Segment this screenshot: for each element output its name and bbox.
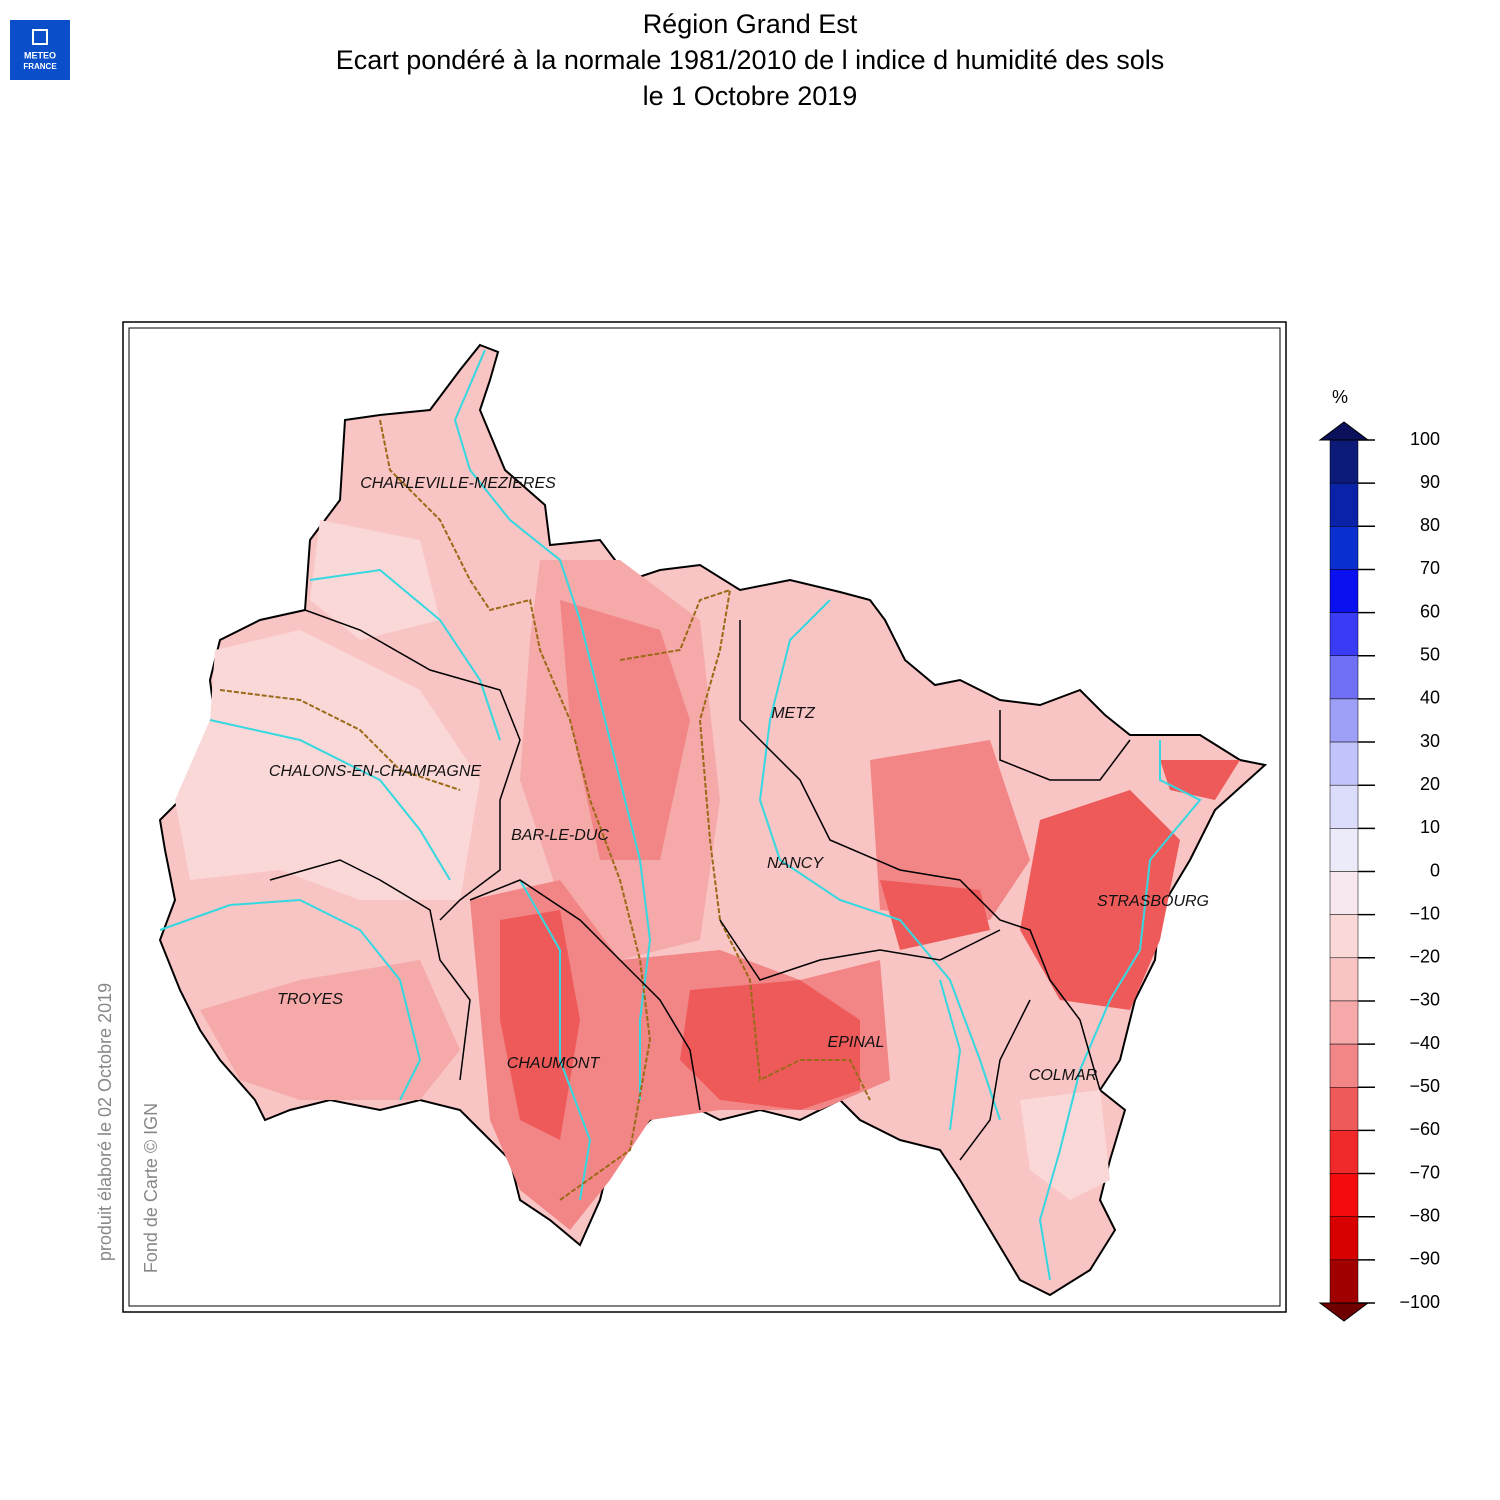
colorbar-unit: %	[1332, 387, 1348, 407]
colorbar-over	[1318, 421, 1370, 441]
colorbar-tick-label: −80	[1409, 1205, 1440, 1225]
zone	[175, 630, 480, 900]
rivers	[159, 349, 1202, 1281]
colorbar-tick-label: 90	[1420, 472, 1440, 492]
basin-limits	[219, 419, 871, 1201]
city-label: CHALONS-EN-CHAMPAGNE	[269, 763, 482, 780]
colorbar-tick-label: −90	[1409, 1249, 1440, 1269]
colorbar-tick-label: −40	[1409, 1033, 1440, 1053]
colorbar-bin	[1329, 957, 1359, 1002]
logo-text: METEO	[24, 50, 56, 60]
city-label: NANCY	[767, 855, 824, 872]
colorbar-bin	[1329, 871, 1359, 915]
map-credit: Fond de Carte © IGN	[141, 1103, 161, 1273]
colorbar-tick-label: 70	[1420, 558, 1440, 578]
colorbar-bin	[1329, 612, 1359, 656]
colorbar-tick-label: 80	[1420, 515, 1440, 535]
colorbar-bin	[1329, 828, 1359, 872]
colorbar-tick-label: 60	[1420, 601, 1440, 621]
colorbar-tick-label: 50	[1420, 645, 1440, 665]
zone	[310, 520, 440, 640]
logo-text: FRANCE	[23, 62, 57, 71]
colorbar-bin	[1329, 482, 1359, 527]
colorbar-bin	[1329, 741, 1359, 786]
colorbar: 1009080706050403020100−10−20−30−40−50−60…	[1318, 421, 1440, 1322]
colorbar-tick-label: 40	[1420, 688, 1440, 708]
colorbar-bin	[1329, 1087, 1359, 1131]
zone	[470, 880, 890, 1230]
colorbar-tick-label: 100	[1410, 429, 1440, 449]
colorbar-tick-label: −10	[1409, 903, 1440, 923]
colorbar-bin	[1329, 1173, 1359, 1217]
colorbar-bin	[1329, 698, 1359, 743]
city-labels: CHARLEVILLE-MEZIERES METZ CHALONS-EN-CHA…	[269, 475, 1209, 1084]
production-note: produit élaboré le 02 Octobre 2019	[95, 983, 115, 1261]
city-label: EPINAL	[828, 1034, 885, 1051]
zone	[560, 600, 690, 860]
colorbar-bin	[1329, 784, 1359, 829]
zone	[1020, 1090, 1110, 1200]
colorbar-bin	[1329, 526, 1359, 570]
colorbar-tick-label: −70	[1409, 1162, 1440, 1182]
logo: METEO FRANCE	[10, 20, 70, 80]
colorbar-tick-label: −50	[1409, 1076, 1440, 1096]
zone	[200, 960, 460, 1100]
city-label: BAR-LE-DUC	[511, 827, 609, 844]
colorbar-bin	[1329, 1130, 1359, 1174]
colorbar-under	[1318, 1302, 1370, 1322]
colorbar-tick-label: −30	[1409, 990, 1440, 1010]
colorbar-tick-label: 20	[1420, 774, 1440, 794]
colorbar-tick-label: −100	[1399, 1292, 1440, 1312]
colorbar-bin	[1329, 914, 1359, 959]
title: le 1 Octobre 2019	[643, 81, 858, 111]
logo-icon	[32, 29, 48, 45]
city-label: TROYES	[277, 991, 343, 1008]
colorbar-bin	[1329, 1216, 1359, 1261]
title: Ecart pondéré à la normale 1981/2010 de …	[336, 45, 1165, 75]
city-label: STRASBOURG	[1097, 893, 1209, 910]
department-borders	[269, 609, 1131, 1161]
city-label: METZ	[771, 705, 816, 722]
city-label: CHARLEVILLE-MEZIERES	[360, 475, 556, 492]
zone	[870, 740, 1030, 920]
colorbar-bin	[1329, 655, 1359, 700]
colorbar-tick-label: 10	[1420, 817, 1440, 837]
colorbar-tick-label: −20	[1409, 947, 1440, 967]
colorbar-tick-label: 30	[1420, 731, 1440, 751]
title: Région Grand Est	[643, 9, 858, 39]
city-label: CHAUMONT	[507, 1055, 601, 1072]
zone	[680, 980, 860, 1110]
zone	[880, 880, 990, 950]
colorbar-bin	[1329, 1259, 1359, 1304]
city-label: COLMAR	[1029, 1067, 1098, 1084]
colorbar-bin	[1329, 569, 1359, 613]
zone	[1020, 790, 1180, 1010]
colorbar-tick-label: −60	[1409, 1119, 1440, 1139]
map	[158, 343, 1268, 1297]
colorbar-bin	[1329, 439, 1359, 484]
colorbar-bin	[1329, 1000, 1359, 1045]
map-frame	[122, 321, 1287, 1313]
colorbar-bin	[1329, 1043, 1359, 1088]
colorbar-tick-label: 0	[1430, 860, 1440, 880]
